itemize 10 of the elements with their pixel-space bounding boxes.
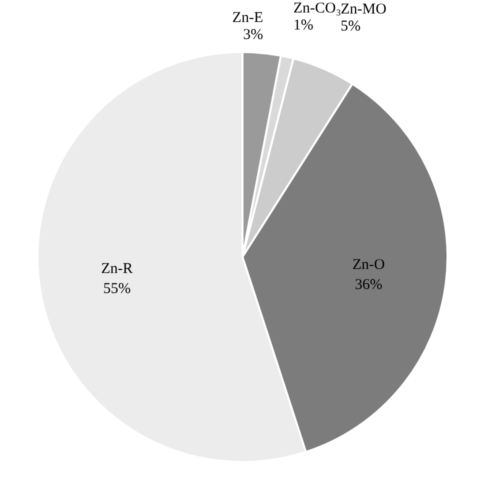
slice-label: Zn-R xyxy=(101,260,133,277)
data-label: 3% xyxy=(243,26,264,43)
data-label: 5% xyxy=(340,18,361,34)
data-label: 1% xyxy=(293,18,314,34)
data-label: 55% xyxy=(103,280,131,297)
slice-label: Zn-CO₃ xyxy=(293,0,342,17)
data-label: 36% xyxy=(354,276,382,293)
slice-label: Zn-E xyxy=(232,10,264,26)
slice-label: Zn-O xyxy=(352,256,386,273)
slice-label: Zn-MO xyxy=(340,1,387,18)
